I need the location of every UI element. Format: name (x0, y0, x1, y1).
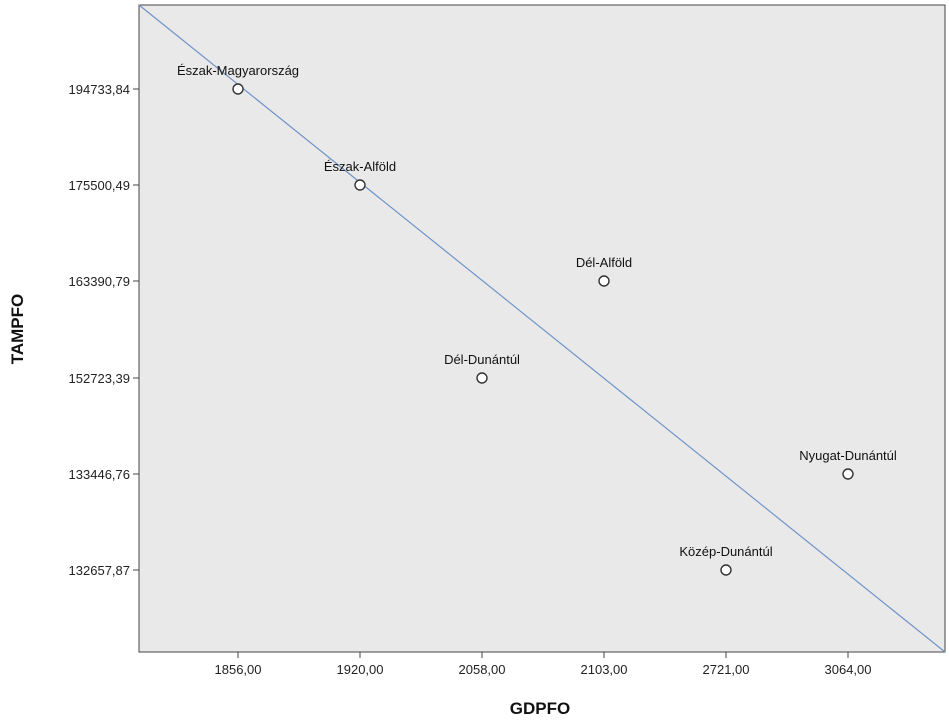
point-label: Észak-Magyarország (177, 63, 299, 78)
x-axis: 1856,00 1920,00 2058,00 2103,00 2721,00 3064,… (215, 652, 872, 677)
data-points: Észak-Magyarország Észak-Alföld Dél-Alföld… (177, 63, 897, 576)
y-tick-label: 152723,39 (69, 371, 130, 386)
x-tick-label: 3064,00 (825, 662, 872, 677)
point-marker (232, 83, 244, 95)
point-label: Észak-Alföld (324, 159, 396, 174)
x-tick-label: 1856,00 (215, 662, 262, 677)
x-tick-label: 2103,00 (581, 662, 628, 677)
point-label: Dél-Dunántúl (444, 352, 520, 367)
y-axis: 194733,84 175500,49 163390,79 152723,39 1334… (69, 82, 139, 578)
point-marker (720, 564, 732, 576)
x-tick-label: 2721,00 (703, 662, 750, 677)
y-axis-title: TAMPFO (8, 294, 27, 365)
data-point: Közép-Dunántúl (679, 544, 773, 576)
y-tick-label: 163390,79 (69, 274, 130, 289)
point-label: Dél-Alföld (576, 255, 632, 270)
y-tick-label: 133446,76 (69, 467, 130, 482)
data-point: Dél-Alföld (576, 255, 632, 287)
data-point: Dél-Dunántúl (444, 352, 520, 384)
point-marker (598, 275, 610, 287)
data-point: Észak-Magyarország (177, 63, 299, 95)
point-marker (842, 468, 854, 480)
y-tick-label: 175500,49 (69, 178, 130, 193)
x-tick-label: 1920,00 (337, 662, 384, 677)
y-tick-label: 194733,84 (69, 82, 130, 97)
point-label: Közép-Dunántúl (679, 544, 772, 559)
x-axis-title: GDPFO (510, 699, 570, 718)
point-marker (476, 372, 488, 384)
point-marker (354, 179, 366, 191)
y-tick-label: 132657,87 (69, 563, 130, 578)
point-label: Nyugat-Dunántúl (799, 448, 897, 463)
x-tick-label: 2058,00 (459, 662, 506, 677)
fit-line (138, 4, 946, 653)
data-point: Nyugat-Dunántúl (799, 448, 897, 480)
data-point: Észak-Alföld (324, 159, 396, 191)
